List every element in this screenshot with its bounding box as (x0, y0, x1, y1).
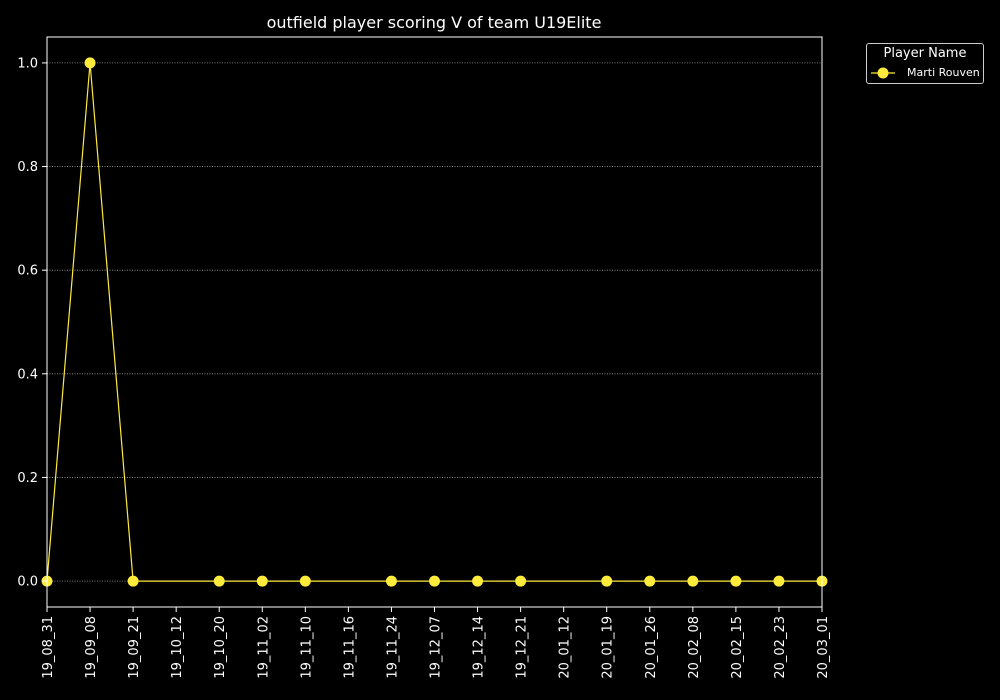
data-point (515, 575, 527, 587)
data-point (472, 575, 484, 587)
data-point (213, 575, 225, 587)
chart-title: outfield player scoring V of team U19Eli… (267, 13, 602, 32)
y-tick-label: 0.0 (17, 575, 38, 590)
grid-lines (47, 62, 822, 582)
x-tick-label: 20_01_12 (558, 616, 573, 679)
data-point (601, 575, 613, 587)
y-tick-label: 0.8 (17, 160, 38, 175)
y-tick-label: 0.4 (17, 367, 38, 382)
x-tick-label: 19_11_02 (256, 616, 271, 679)
data-point (644, 575, 656, 587)
y-tick-label: 1.0 (17, 56, 38, 71)
x-tick-label: 20_01_26 (644, 616, 659, 679)
x-tick-label: 19_09_08 (84, 616, 99, 679)
data-point (299, 575, 311, 587)
data-point (773, 575, 785, 587)
x-tick-label: 19_10_20 (213, 616, 228, 679)
legend-title: Player Name (883, 46, 967, 61)
data-point (687, 575, 699, 587)
data-point (730, 575, 742, 587)
x-tick-label: 19_10_12 (170, 616, 185, 679)
x-tick-label: 19_12_21 (515, 616, 530, 679)
data-point (256, 575, 268, 587)
data-point (127, 575, 139, 587)
x-tick-label: 20_01_19 (601, 616, 616, 679)
legend: Player Name Marti Rouven (866, 43, 984, 84)
axis-ticks: 0.0 0.2 0.4 0.6 0.8 1.0 19_08_31 19_09_08 19_09_… (17, 56, 831, 678)
x-tick-label: 20_03_01 (816, 616, 831, 679)
x-tick-label: 19_08_31 (41, 616, 56, 679)
legend-marker-icon (871, 67, 895, 79)
x-tick-label: 20_02_08 (687, 616, 702, 679)
x-tick-label: 19_09_21 (127, 616, 142, 679)
series-group (41, 57, 828, 587)
x-tick-label: 19_11_24 (385, 616, 400, 679)
plot-frame (46, 36, 823, 608)
x-tick-label: 20_02_23 (773, 616, 788, 679)
data-point (385, 575, 397, 587)
x-tick-label: 19_11_16 (342, 616, 357, 679)
x-tick-label: 19_11_10 (299, 616, 314, 679)
x-tick-label: 20_02_15 (730, 616, 745, 679)
data-point (429, 575, 440, 587)
series-line (46, 62, 822, 582)
legend-label: Marti Rouven (907, 66, 980, 79)
data-point (84, 57, 96, 69)
y-tick-label: 0.6 (17, 264, 38, 279)
legend-entry: Marti Rouven (871, 66, 983, 80)
y-tick-label: 0.2 (17, 471, 38, 486)
x-tick-label: 19_12_07 (429, 616, 444, 679)
x-tick-label: 19_12_14 (472, 616, 487, 679)
